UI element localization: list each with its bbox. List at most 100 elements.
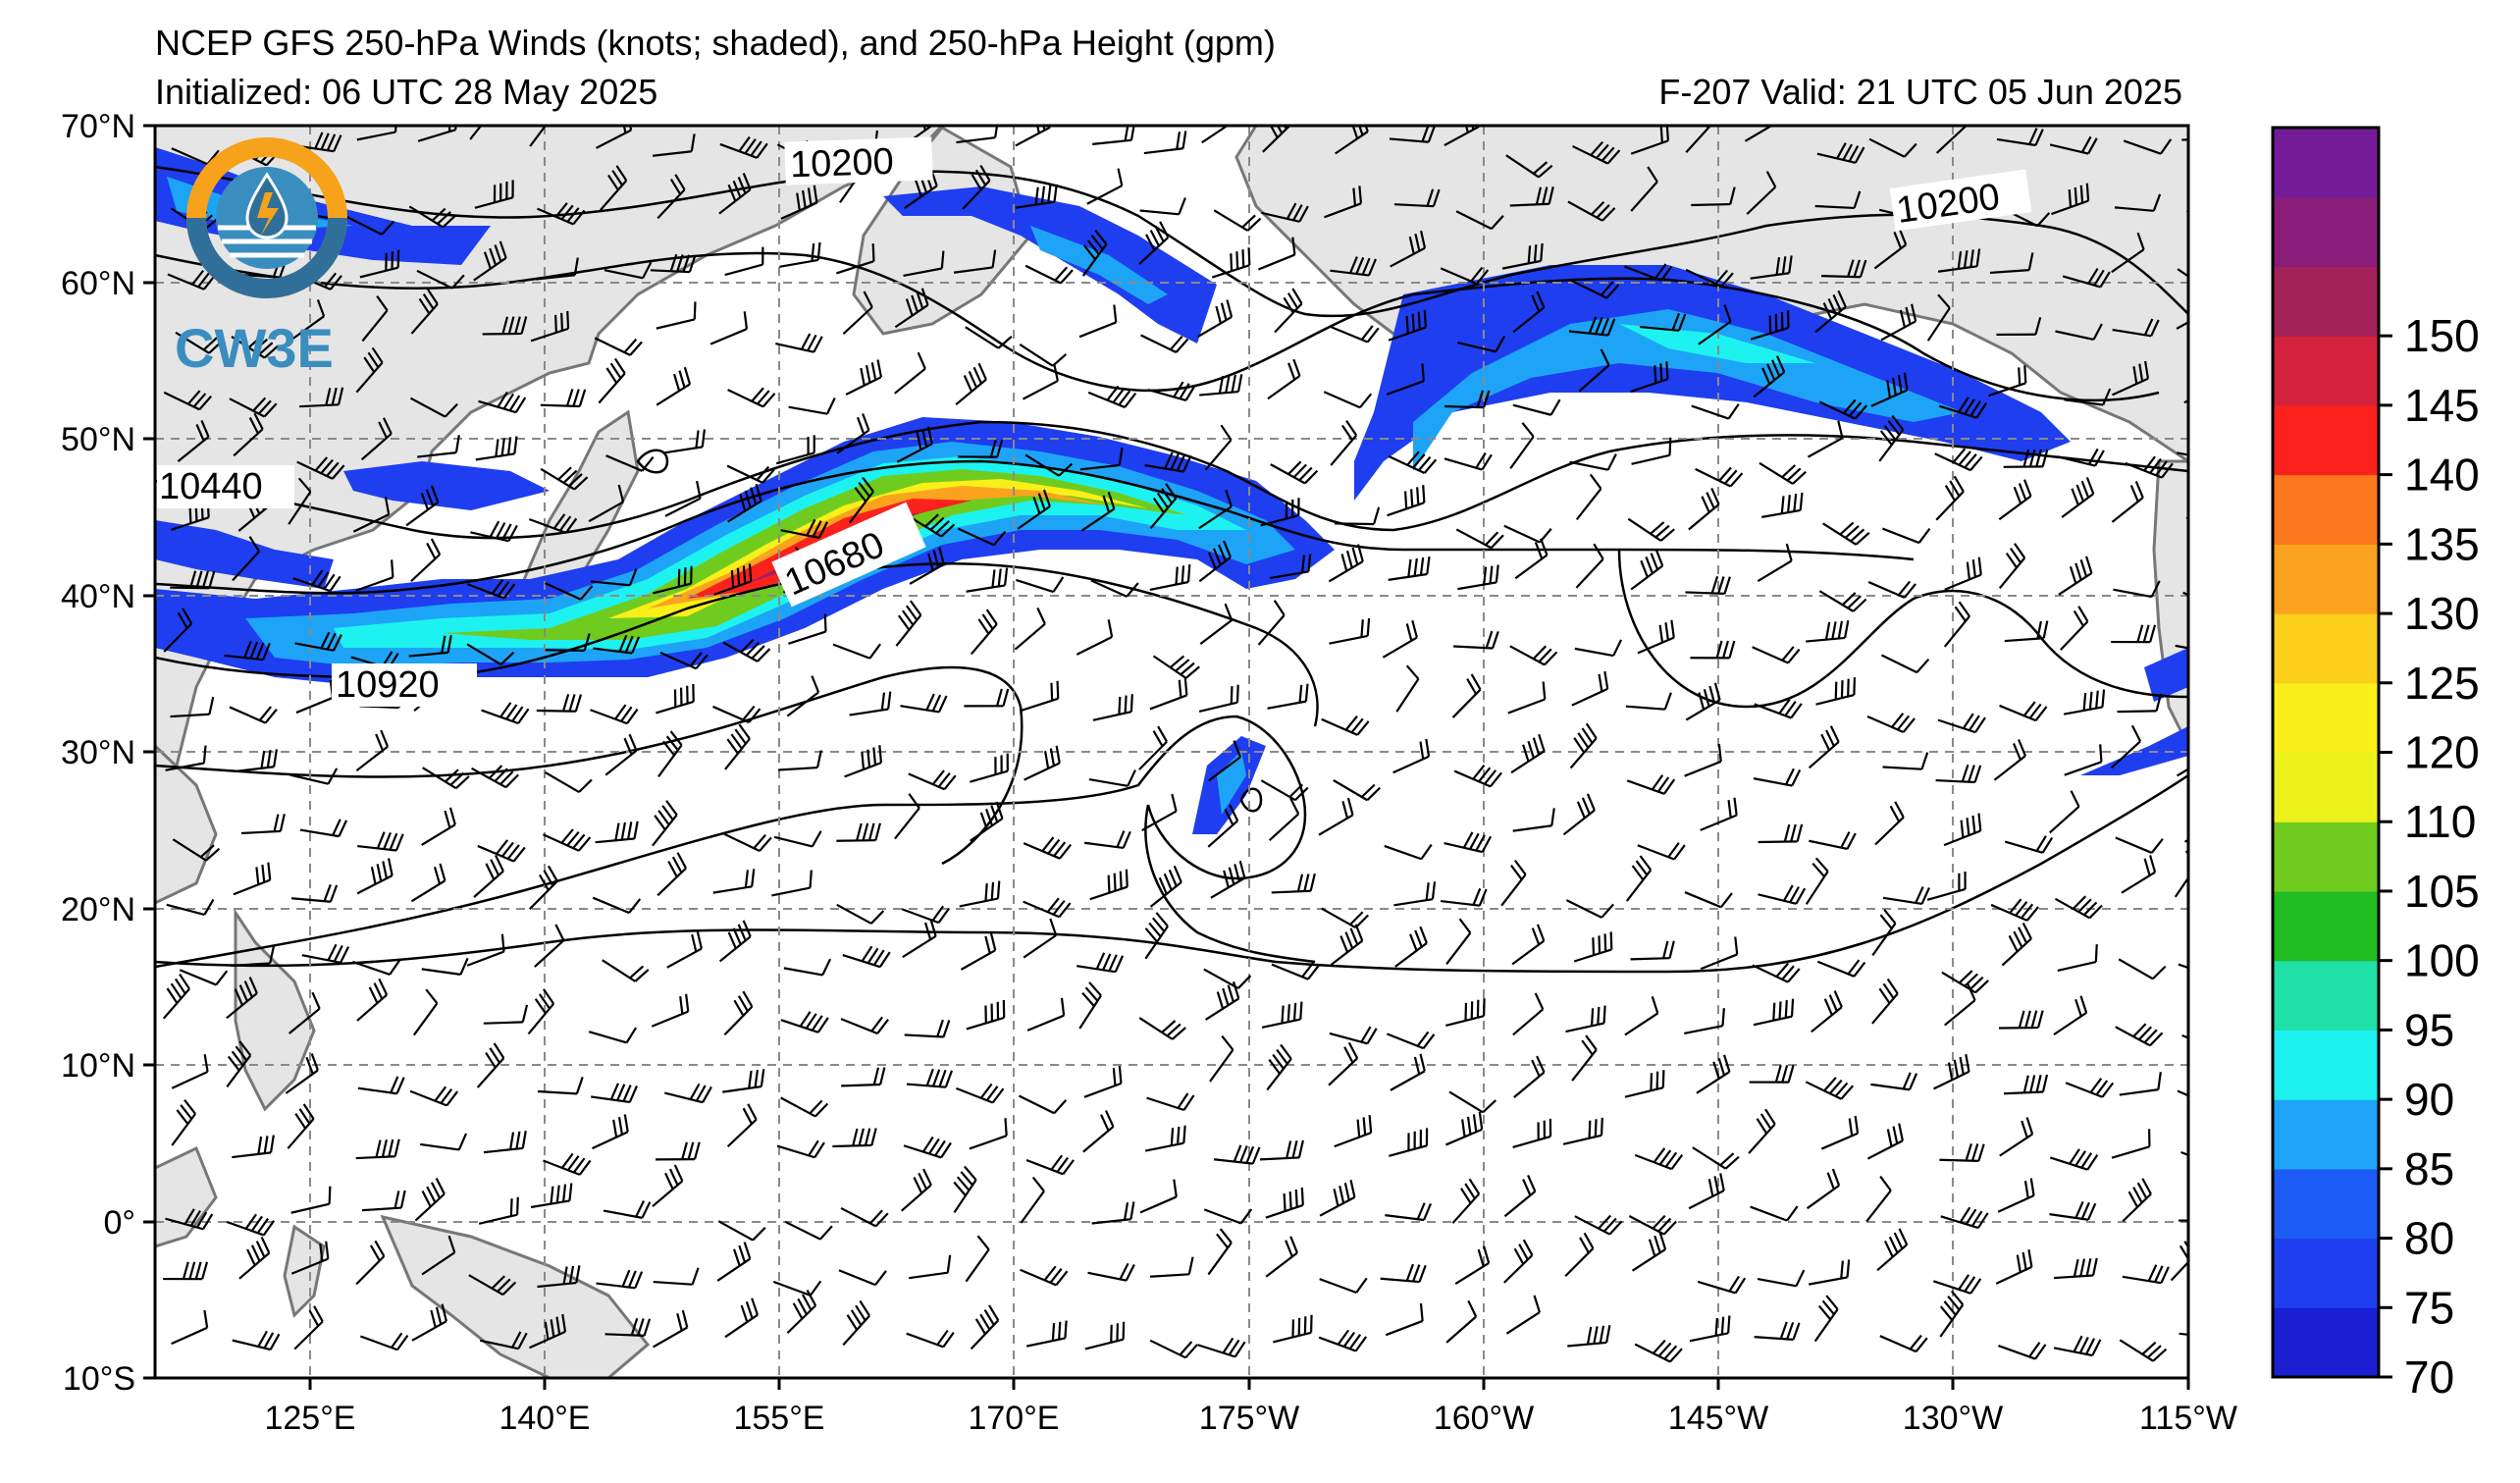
wind-barb xyxy=(1211,247,1251,279)
wind-barb xyxy=(1213,1144,1261,1165)
wind-barb xyxy=(1023,897,1072,919)
wind-barb xyxy=(1139,197,1186,216)
wind-barb xyxy=(2061,476,2095,518)
wind-barb xyxy=(1503,1239,1534,1284)
wind-barb xyxy=(1999,1117,2034,1157)
wind-barb xyxy=(2065,1078,2115,1098)
wind-barb xyxy=(2055,323,2103,342)
wind-barb xyxy=(1083,830,1131,850)
wind-barb xyxy=(1691,186,1736,207)
wind-barb xyxy=(1328,1041,1359,1086)
wind-barb xyxy=(1512,398,1561,416)
wind-barb xyxy=(666,930,703,969)
lon-label: 175°W xyxy=(1199,1400,1299,1437)
wind-barb xyxy=(656,1141,701,1161)
wind-barb xyxy=(163,1261,209,1281)
wind-barb xyxy=(2053,995,2088,1036)
wind-barb xyxy=(593,634,641,655)
colorbar-tick-label: 90 xyxy=(2404,1074,2454,1125)
wind-barb xyxy=(970,1304,1000,1351)
wind-barb xyxy=(170,696,215,718)
wind-barb xyxy=(771,870,813,897)
wind-barb xyxy=(653,1309,689,1349)
wind-barb xyxy=(849,691,892,716)
wind-barb xyxy=(2115,1023,2164,1047)
wind-barb xyxy=(1988,365,2027,397)
wind-barb xyxy=(1454,1245,1491,1286)
wind-barb xyxy=(1023,918,1058,959)
wind-barb xyxy=(656,852,688,897)
wind-barb xyxy=(894,793,920,840)
wind-barb xyxy=(410,538,442,583)
wind-barb xyxy=(1512,808,1555,832)
wind-barb xyxy=(1625,692,1672,711)
wind-barb xyxy=(1574,1214,1623,1236)
wind-barb xyxy=(417,435,460,458)
wind-barb xyxy=(166,898,215,917)
wind-barb xyxy=(1149,677,1188,711)
wind-barb xyxy=(595,821,639,844)
wind-barb xyxy=(1880,303,1917,342)
wind-barb xyxy=(2182,591,2188,597)
wind-barb xyxy=(901,905,951,925)
wind-barb xyxy=(2175,644,2188,650)
wind-barb xyxy=(1805,1077,1855,1100)
wind-barb xyxy=(1637,619,1675,655)
wind-barb xyxy=(1318,797,1354,836)
wind-barb xyxy=(1505,1295,1541,1335)
colorbar-segment xyxy=(2273,544,2379,614)
wind-barb xyxy=(1571,1034,1598,1082)
wind-barb xyxy=(652,800,678,847)
wind-barb xyxy=(1205,980,1240,1021)
wind-barb xyxy=(1455,528,1504,550)
colorbar-tick-label: 80 xyxy=(2404,1213,2454,1264)
wind-barb xyxy=(167,269,216,291)
wind-barb xyxy=(1453,765,1502,788)
wind-barb xyxy=(481,702,530,725)
wind-barb xyxy=(1571,279,1620,299)
wind-barb xyxy=(1569,453,1617,471)
colorbar-tick-label: 105 xyxy=(2404,866,2480,917)
wind-barb xyxy=(1023,836,1073,860)
wind-barb xyxy=(663,429,707,454)
land-sulawesi xyxy=(283,1224,326,1318)
wind-barb xyxy=(1501,242,1544,270)
wind-barb xyxy=(1753,998,1795,1027)
wind-barb xyxy=(288,477,312,525)
colorbar-tick-label: 145 xyxy=(2404,380,2480,431)
colorbar-tick-label: 70 xyxy=(2404,1351,2454,1403)
wind-barb xyxy=(1691,403,1740,420)
wind-barb xyxy=(845,359,883,397)
wind-barb xyxy=(1806,620,1850,643)
wind-barb xyxy=(902,919,937,959)
wind-barb xyxy=(1453,630,1499,650)
wind-barb xyxy=(1199,603,1234,645)
wind-barb xyxy=(2177,451,2188,456)
wind-barb xyxy=(1388,556,1431,581)
wind-barb xyxy=(1996,317,2042,337)
wind-barb xyxy=(1943,601,1970,648)
lon-label: 130°W xyxy=(1903,1400,2003,1437)
wind-barb xyxy=(953,1165,977,1214)
wind-barb xyxy=(408,205,457,229)
wind-barb xyxy=(1440,266,1490,286)
wind-barb xyxy=(1149,865,1182,908)
wind-barb xyxy=(652,1164,684,1208)
wind-barb xyxy=(836,822,881,842)
wind-barb xyxy=(1207,804,1239,848)
wind-barb xyxy=(226,1040,252,1087)
cw3e-logo: CW3E xyxy=(175,137,347,379)
wind-barb xyxy=(1138,725,1168,770)
wind-barb xyxy=(421,957,469,976)
wind-barb xyxy=(844,745,883,778)
wind-barb xyxy=(592,896,642,915)
wind-barb xyxy=(1323,391,1373,409)
wind-barb xyxy=(1999,1010,2044,1030)
wind-barb xyxy=(1757,1269,1806,1288)
wind-barb xyxy=(2049,1200,2097,1221)
wind-barb xyxy=(726,464,775,484)
wind-barb xyxy=(1259,1139,1304,1161)
wind-barb xyxy=(2111,1129,2151,1159)
wind-barb xyxy=(345,215,395,236)
wind-barb xyxy=(2003,1074,2049,1095)
